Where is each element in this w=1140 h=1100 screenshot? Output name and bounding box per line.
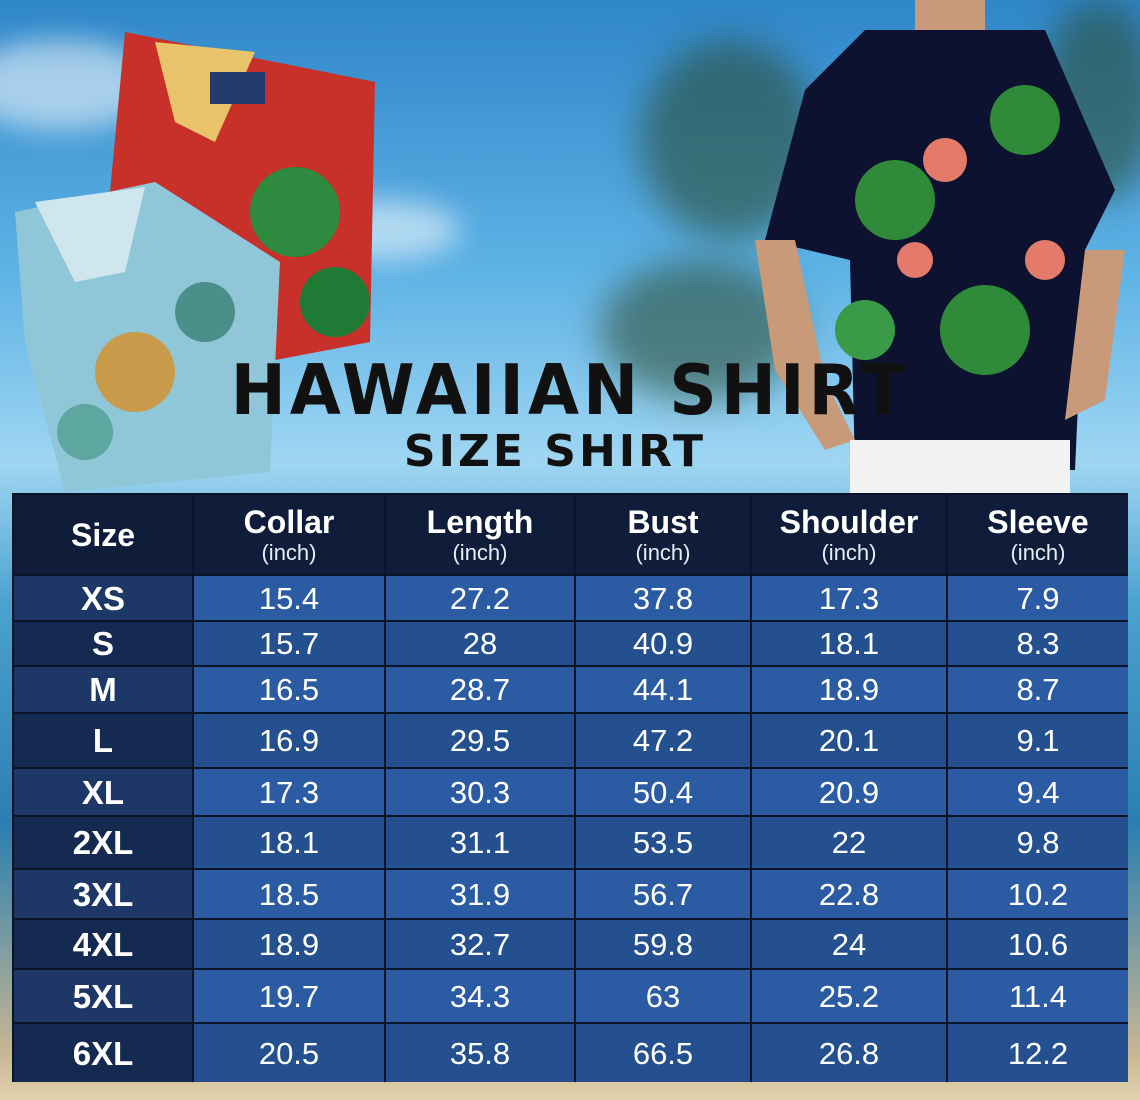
value-bust: 63	[576, 970, 750, 1022]
value-length: 30.3	[386, 769, 574, 815]
value-sleeve: 9.4	[948, 769, 1128, 815]
value-collar: 20.5	[194, 1024, 384, 1082]
size-label: 5XL	[14, 970, 192, 1022]
value-collar: 18.5	[194, 870, 384, 918]
value-shoulder: 22	[752, 817, 946, 868]
value-sleeve: 8.3	[948, 622, 1128, 665]
size-label: XS	[14, 576, 192, 620]
value-sleeve: 9.1	[948, 714, 1128, 767]
size-label: M	[14, 667, 192, 712]
value-bust: 47.2	[576, 714, 750, 767]
value-shoulder: 24	[752, 920, 946, 968]
unit-label: (inch)	[821, 539, 877, 565]
folded-shirts-image	[15, 32, 375, 492]
value-length: 27.2	[386, 576, 574, 620]
value-length: 29.5	[386, 714, 574, 767]
value-shoulder: 26.8	[752, 1024, 946, 1082]
value-bust: 59.8	[576, 920, 750, 968]
size-label: 2XL	[14, 817, 192, 868]
header-bust: Bust (inch)	[576, 495, 750, 574]
value-collar: 18.9	[194, 920, 384, 968]
value-collar: 18.1	[194, 817, 384, 868]
header-length: Length (inch)	[386, 495, 574, 574]
value-bust: 56.7	[576, 870, 750, 918]
value-length: 31.9	[386, 870, 574, 918]
page-title: HAWAIIAN SHIRT	[230, 350, 910, 431]
size-table: Size Collar (inch) Length (inch) Bust (inch) Sh…	[12, 493, 1128, 1082]
value-collar: 16.5	[194, 667, 384, 712]
header-sleeve: Sleeve (inch)	[948, 495, 1128, 574]
value-length: 28.7	[386, 667, 574, 712]
value-bust: 50.4	[576, 769, 750, 815]
value-collar: 17.3	[194, 769, 384, 815]
size-label: 6XL	[14, 1024, 192, 1082]
value-bust: 66.5	[576, 1024, 750, 1082]
value-sleeve: 11.4	[948, 970, 1128, 1022]
header-collar: Collar (inch)	[194, 495, 384, 574]
unit-label: (inch)	[1010, 539, 1066, 565]
value-shoulder: 20.1	[752, 714, 946, 767]
value-bust: 44.1	[576, 667, 750, 712]
header-size: Size	[14, 495, 192, 574]
value-sleeve: 8.7	[948, 667, 1128, 712]
value-shoulder: 25.2	[752, 970, 946, 1022]
value-bust: 37.8	[576, 576, 750, 620]
value-collar: 15.4	[194, 576, 384, 620]
value-length: 34.3	[386, 970, 574, 1022]
unit-label: (inch)	[261, 539, 317, 565]
column-label: Collar	[243, 503, 335, 540]
value-bust: 40.9	[576, 622, 750, 665]
model-shirt-image	[755, 0, 1125, 495]
value-shoulder: 22.8	[752, 870, 946, 918]
unit-label: (inch)	[635, 539, 691, 565]
unit-label: (inch)	[452, 539, 508, 565]
value-collar: 15.7	[194, 622, 384, 665]
column-label: Sleeve	[987, 503, 1089, 540]
value-bust: 53.5	[576, 817, 750, 868]
value-sleeve: 10.6	[948, 920, 1128, 968]
header-shoulder: Shoulder (inch)	[752, 495, 946, 574]
size-label: XL	[14, 769, 192, 815]
size-label: 4XL	[14, 920, 192, 968]
value-shoulder: 18.9	[752, 667, 946, 712]
value-length: 32.7	[386, 920, 574, 968]
column-label: Length	[426, 503, 534, 540]
value-shoulder: 17.3	[752, 576, 946, 620]
value-sleeve: 7.9	[948, 576, 1128, 620]
value-sleeve: 9.8	[948, 817, 1128, 868]
size-label: 3XL	[14, 870, 192, 918]
value-sleeve: 10.2	[948, 870, 1128, 918]
column-label: Bust	[627, 503, 699, 540]
column-label: Shoulder	[779, 503, 919, 540]
value-sleeve: 12.2	[948, 1024, 1128, 1082]
value-length: 31.1	[386, 817, 574, 868]
value-collar: 16.9	[194, 714, 384, 767]
value-length: 35.8	[386, 1024, 574, 1082]
value-length: 28	[386, 622, 574, 665]
value-shoulder: 20.9	[752, 769, 946, 815]
page-subtitle: SIZE SHIRT	[403, 426, 707, 477]
value-collar: 19.7	[194, 970, 384, 1022]
size-label: L	[14, 714, 192, 767]
size-label: S	[14, 622, 192, 665]
value-shoulder: 18.1	[752, 622, 946, 665]
